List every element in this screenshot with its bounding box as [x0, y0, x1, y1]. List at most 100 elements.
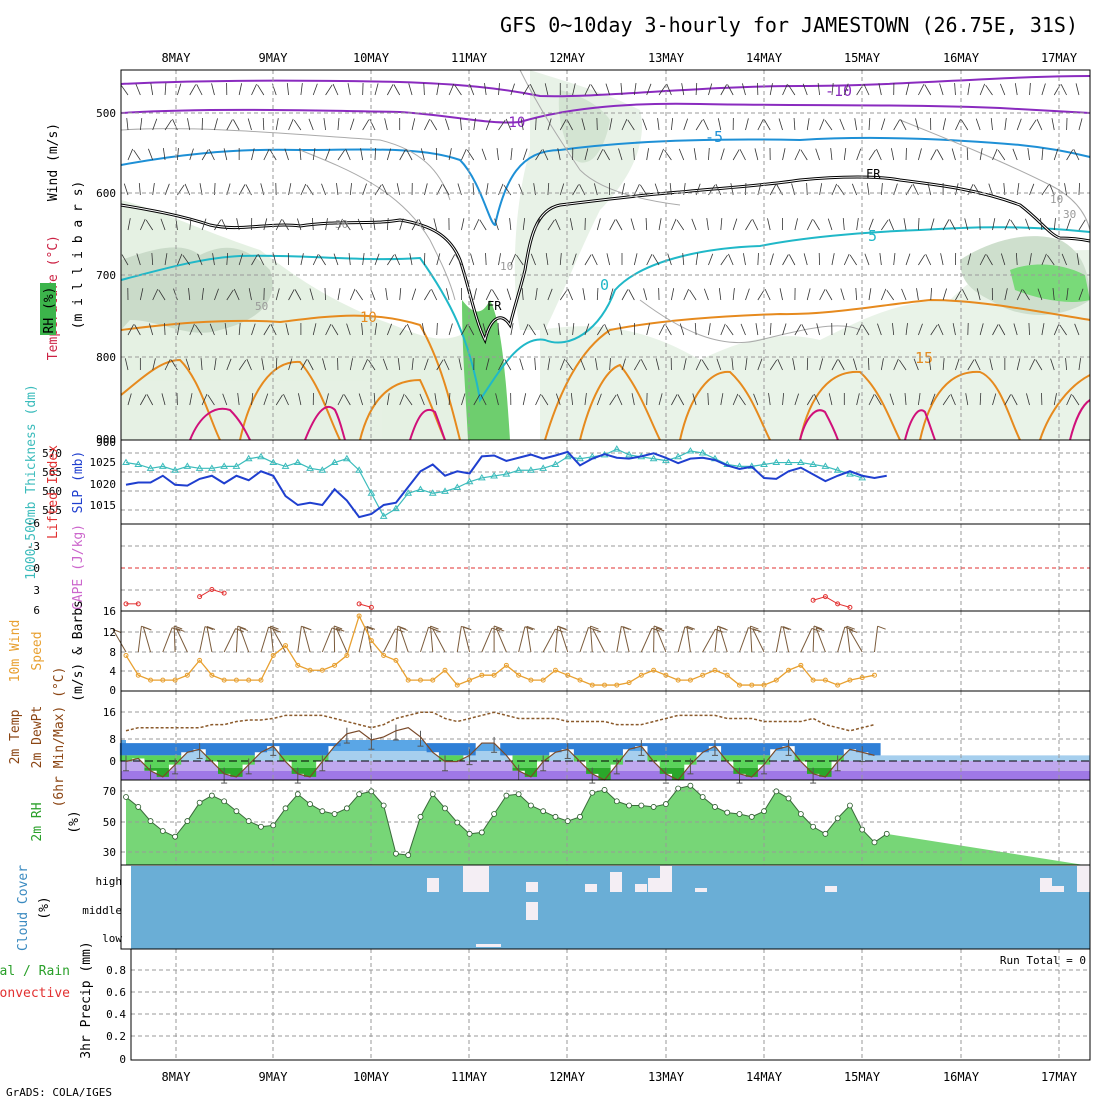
wind-barb-flag: [651, 627, 661, 632]
date-tick-bottom: 14MAY: [746, 1070, 783, 1084]
run-total: Run Total = 0: [1000, 954, 1086, 967]
rh-marker: [785, 795, 792, 802]
wind-barb: [800, 628, 813, 653]
rh-marker: [123, 794, 129, 800]
upper-wind-barb: [630, 218, 635, 231]
upper-wind-barb: [496, 148, 499, 161]
thickness-marker: [477, 473, 486, 481]
upper-wind-barb: [806, 219, 813, 231]
upper-wind-barb: [868, 118, 871, 131]
upper-wind-barb: [590, 84, 598, 96]
upper-wind-barb: [693, 148, 697, 161]
upper-wind-barb: [979, 148, 983, 161]
contour-label: 15: [915, 349, 933, 367]
upper-wind-barb: [522, 84, 530, 96]
wind-tick: 0: [109, 684, 116, 697]
upper-wind-barb: [1053, 323, 1060, 336]
wind-barb-flag: [171, 627, 181, 632]
thickness-marker: [318, 466, 327, 473]
rh-marker: [613, 798, 620, 805]
cloud-gap: [648, 878, 660, 892]
upper-wind-barb: [138, 183, 141, 196]
upper-wind-barb: [201, 288, 204, 301]
upper-wind-barb: [596, 324, 604, 336]
stability-yticks: -6 -3 0 3 6: [27, 517, 40, 617]
upper-wind-barb: [436, 322, 438, 336]
upper-wind-barb: [806, 394, 814, 406]
upper-wind-barb: [868, 218, 874, 231]
upper-wind-barb: [582, 288, 586, 301]
rh-marker: [577, 813, 583, 820]
upper-wind-barb: [1029, 83, 1031, 96]
precip-yticks: 0.8 0.6 0.4 0.2 0: [106, 964, 126, 1066]
rh-marker: [515, 791, 522, 798]
upper-wind-barb: [146, 394, 154, 406]
rh-marker: [761, 808, 767, 815]
wind-barb: [702, 629, 716, 653]
li-tick: 6: [33, 604, 40, 617]
upper-wind-barb: [930, 324, 938, 336]
upper-wind-barb: [572, 83, 576, 96]
upper-wind-barb: [584, 254, 592, 266]
wind-speed-marker: [295, 662, 301, 668]
upper-wind-barb: [349, 118, 355, 131]
upper-wind-barb: [288, 358, 293, 371]
upper-wind-barb: [494, 218, 499, 231]
wind-barb: [686, 626, 691, 653]
rh-marker: [393, 850, 399, 857]
thickness-marker: [306, 464, 314, 471]
upper-wind-barb: [424, 119, 431, 131]
ylabel-2m-rh: 2m RH: [30, 802, 45, 841]
wind-speed-marker: [209, 672, 215, 678]
upper-wind-barb: [655, 358, 660, 371]
upper-wind-barb: [164, 119, 172, 131]
upper-wind-barb: [567, 288, 573, 301]
upper-wind-barb: [374, 147, 377, 161]
upper-wind-barb: [720, 323, 726, 336]
upper-wind-barb: [745, 219, 753, 231]
upper-wind-barb: [658, 84, 667, 96]
upper-wind-barb: [258, 254, 265, 266]
upper-wind-barb: [720, 218, 723, 231]
upper-wind-barb: [1012, 148, 1018, 161]
upper-wind-barb: [856, 323, 863, 336]
upper-wind-barb: [927, 183, 932, 196]
thickness-marker: [416, 485, 425, 492]
upper-wind-barb: [214, 288, 219, 301]
temp-line: [125, 727, 875, 781]
upper-wind-barb: [1065, 358, 1067, 371]
upper-wind-barb: [509, 218, 512, 231]
upper-wind-barb: [671, 288, 675, 301]
upper-wind-barb: [997, 149, 1006, 161]
upper-wind-barb: [819, 183, 823, 196]
upper-wind-barb: [1078, 182, 1080, 196]
wind-speed-marker: [503, 662, 509, 668]
upper-wind-barb: [481, 148, 487, 161]
thickness-marker: [453, 483, 462, 491]
upper-wind-barb: [221, 218, 228, 231]
pressure-tick: 600: [96, 187, 116, 200]
upper-wind-barb: [374, 83, 379, 96]
wind-barb: [622, 626, 630, 653]
upper-wind-barb: [275, 288, 280, 301]
upper-wind-barb: [788, 254, 796, 266]
upper-wind-barb: [745, 288, 750, 301]
wind-barb: [462, 626, 471, 653]
upper-wind-barb: [584, 148, 589, 161]
upper-wind-barb: [657, 118, 660, 131]
date-tick-top: 17MAY: [1041, 51, 1078, 65]
wind-speed-marker: [283, 643, 289, 649]
upper-wind-barb: [609, 288, 614, 301]
upper-wind-barb: [806, 288, 811, 301]
upper-wind-barb: [769, 323, 772, 336]
wind-speed-marker: [368, 638, 374, 644]
upper-wind-barb: [619, 323, 623, 336]
wind-barb: [383, 628, 396, 653]
upper-wind-barb: [862, 324, 870, 336]
upper-wind-barb: [251, 393, 254, 406]
upper-wind-barb: [1066, 288, 1069, 301]
upper-wind-barb: [1078, 358, 1082, 371]
rh-marker: [822, 830, 829, 837]
thickness-marker: [281, 462, 290, 469]
upper-wind-barb: [139, 118, 143, 131]
